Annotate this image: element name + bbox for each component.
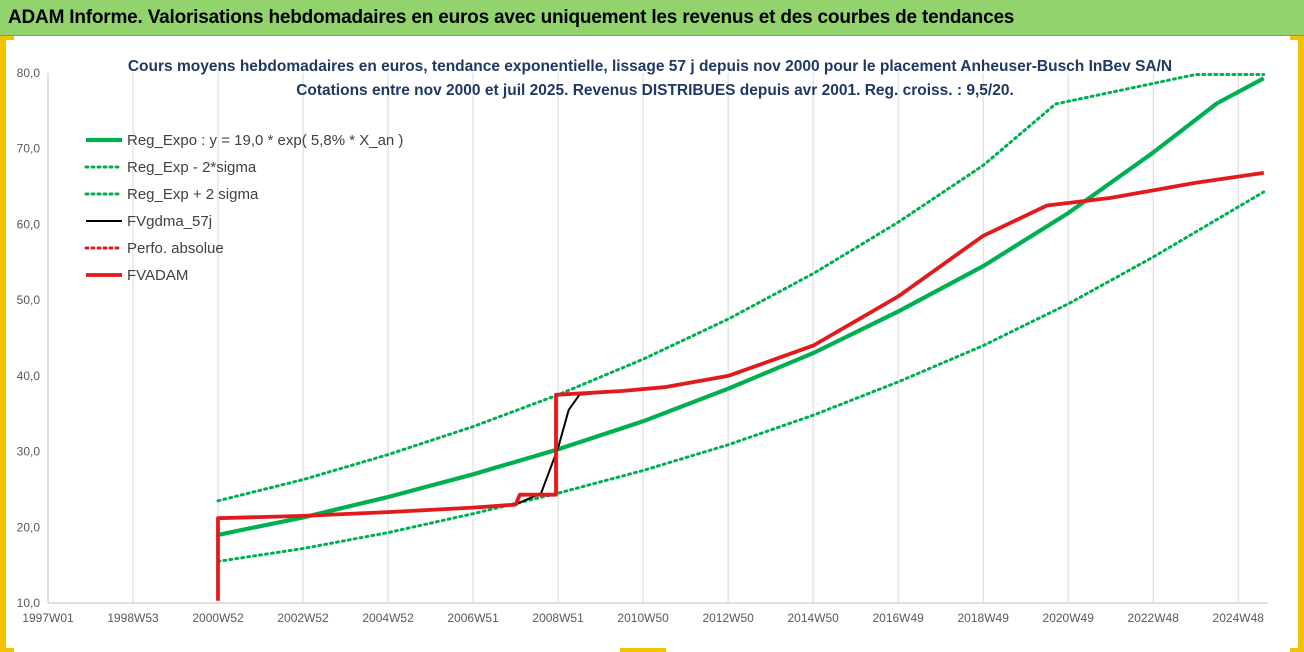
x-tick-label: 2016W49 <box>872 611 924 625</box>
x-tick-label: 2004W52 <box>362 611 414 625</box>
report-title: ADAM Informe. Valorisations hebdomadaire… <box>8 7 1015 28</box>
axes: 1997W01 1998W53 2000W52 2002W52 2004W52 2006W… <box>17 66 1268 625</box>
y-tick-label: 10,0 <box>17 596 41 610</box>
y-tick-label: 40,0 <box>17 369 41 383</box>
legend-label: Perfo. absolue <box>127 240 224 257</box>
y-tick-label: 50,0 <box>17 293 41 307</box>
series-lines <box>216 73 1266 601</box>
y-tick-label: 80,0 <box>17 66 41 80</box>
x-tick-label: 2022W48 <box>1128 611 1180 625</box>
chart-title: Cours moyens hebdomadaires en euros, ten… <box>128 58 1172 75</box>
series-line-1 <box>216 190 1266 563</box>
y-tick-label: 70,0 <box>17 142 41 156</box>
x-tick-label: 2014W50 <box>787 611 839 625</box>
x-tick-label: 2024W48 <box>1213 611 1265 625</box>
frame-corner-bl <box>0 648 14 652</box>
y-tick-label: 30,0 <box>17 445 41 459</box>
x-tick-label: 1998W53 <box>107 611 159 625</box>
legend: Reg_Expo : y = 19,0 * exp( 5,8% * X_an )… <box>84 132 403 284</box>
frame-corner-tl <box>0 36 14 40</box>
chart-frame <box>0 36 1304 652</box>
x-tick-label: 2018W49 <box>958 611 1010 625</box>
series-line-3 <box>217 171 1264 520</box>
report-banner: ADAM Informe. Valorisations hebdomadaire… <box>0 0 1304 36</box>
x-tick-label: 2002W52 <box>277 611 329 625</box>
x-tick-label: 2010W50 <box>617 611 669 625</box>
x-tick-label: 1997W01 <box>22 611 74 625</box>
legend-label: Reg_Exp - 2*sigma <box>127 159 257 176</box>
x-tick-label: 2008W51 <box>532 611 584 625</box>
frame-corner-br <box>1290 648 1304 652</box>
frame-tab-bottom <box>620 648 666 652</box>
legend-label: FVADAM <box>127 267 188 284</box>
frame-corner-tr <box>1290 36 1304 40</box>
series-line-0 <box>217 76 1265 537</box>
y-tick-label: 20,0 <box>17 520 41 534</box>
legend-label: FVgdma_57j <box>127 213 212 230</box>
x-tick-label: 2000W52 <box>192 611 244 625</box>
legend-label: Reg_Exp + 2 sigma <box>127 186 259 203</box>
x-tick-label: 2012W50 <box>702 611 754 625</box>
x-tick-label: 2020W49 <box>1043 611 1095 625</box>
x-tick-label: 2006W51 <box>447 611 499 625</box>
series-line-2 <box>216 73 1266 503</box>
legend-label: Reg_Expo : y = 19,0 * exp( 5,8% * X_an ) <box>127 132 403 149</box>
grid-lines <box>47 73 1239 603</box>
y-tick-label: 60,0 <box>17 217 41 231</box>
chart-subtitle: Cotations entre nov 2000 et juil 2025. R… <box>296 82 1014 99</box>
series-line-5 <box>216 171 1264 601</box>
